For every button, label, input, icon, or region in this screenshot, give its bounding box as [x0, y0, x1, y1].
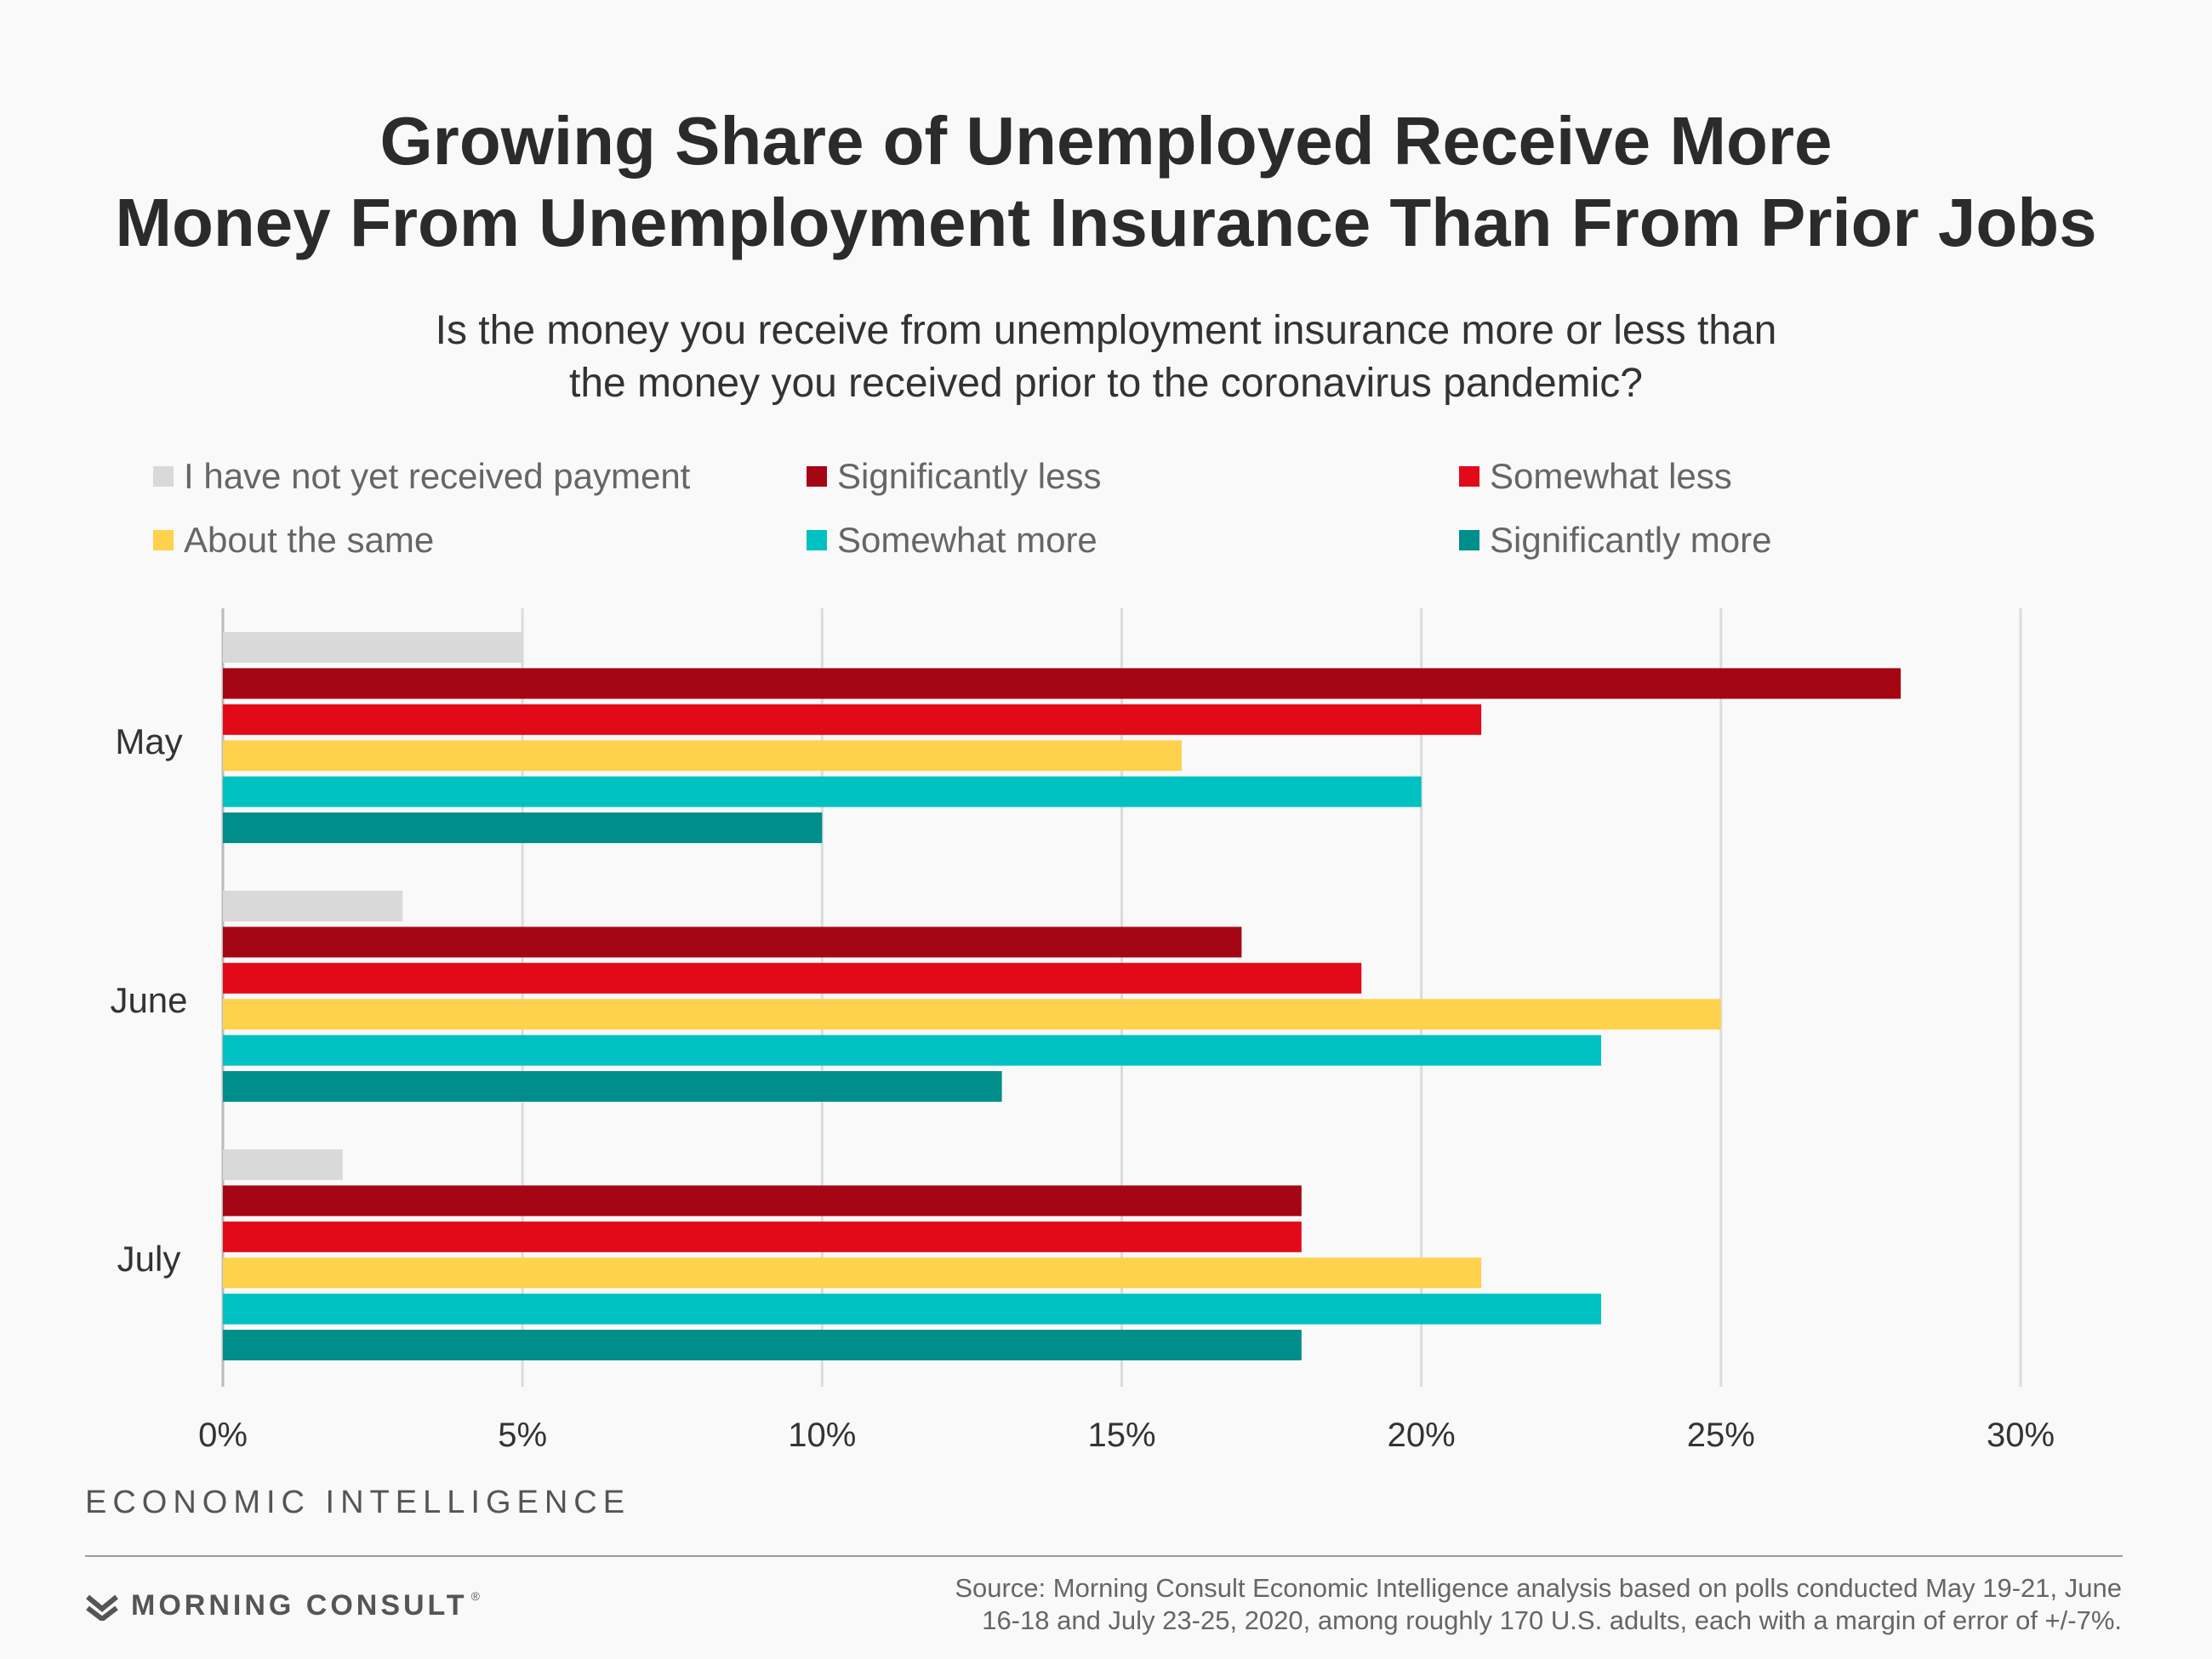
chart-question-line-2: the money you received prior to the coro…: [568, 361, 1643, 406]
legend-item-about-the-same: About the same: [153, 515, 434, 566]
x-tick-label-5: 5%: [498, 1417, 547, 1454]
bar-chart: 0% 5% 10% 15% 20% 25% 30% May June July: [110, 608, 2055, 1454]
chart-question-line-1: Is the money you receive from unemployme…: [435, 308, 1777, 353]
legend-label: Significantly more: [1490, 520, 1772, 560]
category-label-june: June: [110, 980, 187, 1020]
legend-item-significantly-less: Significantly less: [807, 451, 1101, 502]
source-note-line-2: 16-18 and July 23-25, 2020, among roughl…: [982, 1605, 2122, 1635]
x-tick-label-15: 15%: [1087, 1417, 1155, 1454]
legend-label: Significantly less: [837, 456, 1102, 496]
x-tick-label-0: 0%: [198, 1417, 248, 1454]
morning-consult-wordmark: MORNING CONSULT: [131, 1589, 468, 1622]
bar-june-significantly-less: [223, 926, 1242, 958]
legend-swatch: [1459, 530, 1479, 550]
footer-divider: [85, 1555, 2123, 1557]
legend-label: I have not yet received payment: [184, 456, 691, 496]
bar-may-significantly-less: [223, 668, 1901, 699]
legend-item-somewhat-more: Somewhat more: [807, 515, 1097, 566]
legend-swatch: [807, 530, 827, 550]
chart-legend: I have not yet received payment Significa…: [0, 451, 2212, 579]
bar-june-i-have-not-yet-received-payment: [223, 891, 403, 921]
bar-may-i-have-not-yet-received-payment: [223, 632, 523, 663]
bar-may-somewhat-more: [223, 776, 1422, 807]
registered-mark: ®: [470, 1589, 480, 1603]
morning-consult-logo-icon: [86, 1594, 118, 1621]
legend-item-significantly-more: Significantly more: [1459, 515, 1771, 566]
x-tick-label-10: 10%: [788, 1417, 856, 1454]
legend-label: Somewhat less: [1490, 456, 1732, 496]
chart-title-line-2: Money From Unemployment Insurance Than F…: [115, 185, 2097, 260]
bar-july-somewhat-less: [223, 1221, 1302, 1252]
legend-item-somewhat-less: Somewhat less: [1459, 451, 1732, 502]
legend-swatch: [153, 466, 174, 487]
source-note: Source: Morning Consult Economic Intelli…: [676, 1572, 2122, 1637]
chart-question: Is the money you receive from unemployme…: [0, 305, 2212, 410]
source-note-line-1: Source: Morning Consult Economic Intelli…: [955, 1573, 2122, 1603]
bar-july-i-have-not-yet-received-payment: [223, 1149, 343, 1180]
x-tick-label-25: 25%: [1687, 1417, 1755, 1454]
legend-swatch: [807, 466, 827, 487]
legend-swatch: [153, 530, 174, 550]
bar-june-somewhat-less: [223, 962, 1362, 994]
legend-item-i-have-not-yet-received-payment: I have not yet received payment: [153, 451, 690, 502]
legend-swatch: [1459, 466, 1479, 487]
bar-july-significantly-more: [223, 1330, 1302, 1360]
legend-label: About the same: [184, 520, 435, 560]
bar-july-somewhat-more: [223, 1293, 1601, 1325]
category-label-may: May: [115, 721, 182, 761]
bar-may-about-the-same: [223, 740, 1182, 772]
bar-june-somewhat-more: [223, 1035, 1601, 1066]
category-label-july: July: [117, 1239, 181, 1279]
legend-label: Somewhat more: [837, 520, 1097, 560]
bar-june-significantly-more: [223, 1071, 1002, 1102]
x-tick-label-30: 30%: [1987, 1417, 2055, 1454]
bar-june-about-the-same: [223, 999, 1721, 1030]
chart-title-line-1: Growing Share of Unemployed Receive More: [379, 103, 1833, 179]
bar-may-somewhat-less: [223, 704, 1482, 735]
morning-consult-logo: MORNING CONSULT ®: [85, 1589, 480, 1622]
economic-intelligence-label: ECONOMIC INTELLIGENCE: [85, 1485, 631, 1520]
bar-july-significantly-less: [223, 1185, 1302, 1217]
bar-may-significantly-more: [223, 812, 823, 843]
x-tick-label-20: 20%: [1388, 1417, 1456, 1454]
bar-july-about-the-same: [223, 1257, 1482, 1289]
chart-title: Growing Share of Unemployed Receive More…: [0, 100, 2212, 264]
